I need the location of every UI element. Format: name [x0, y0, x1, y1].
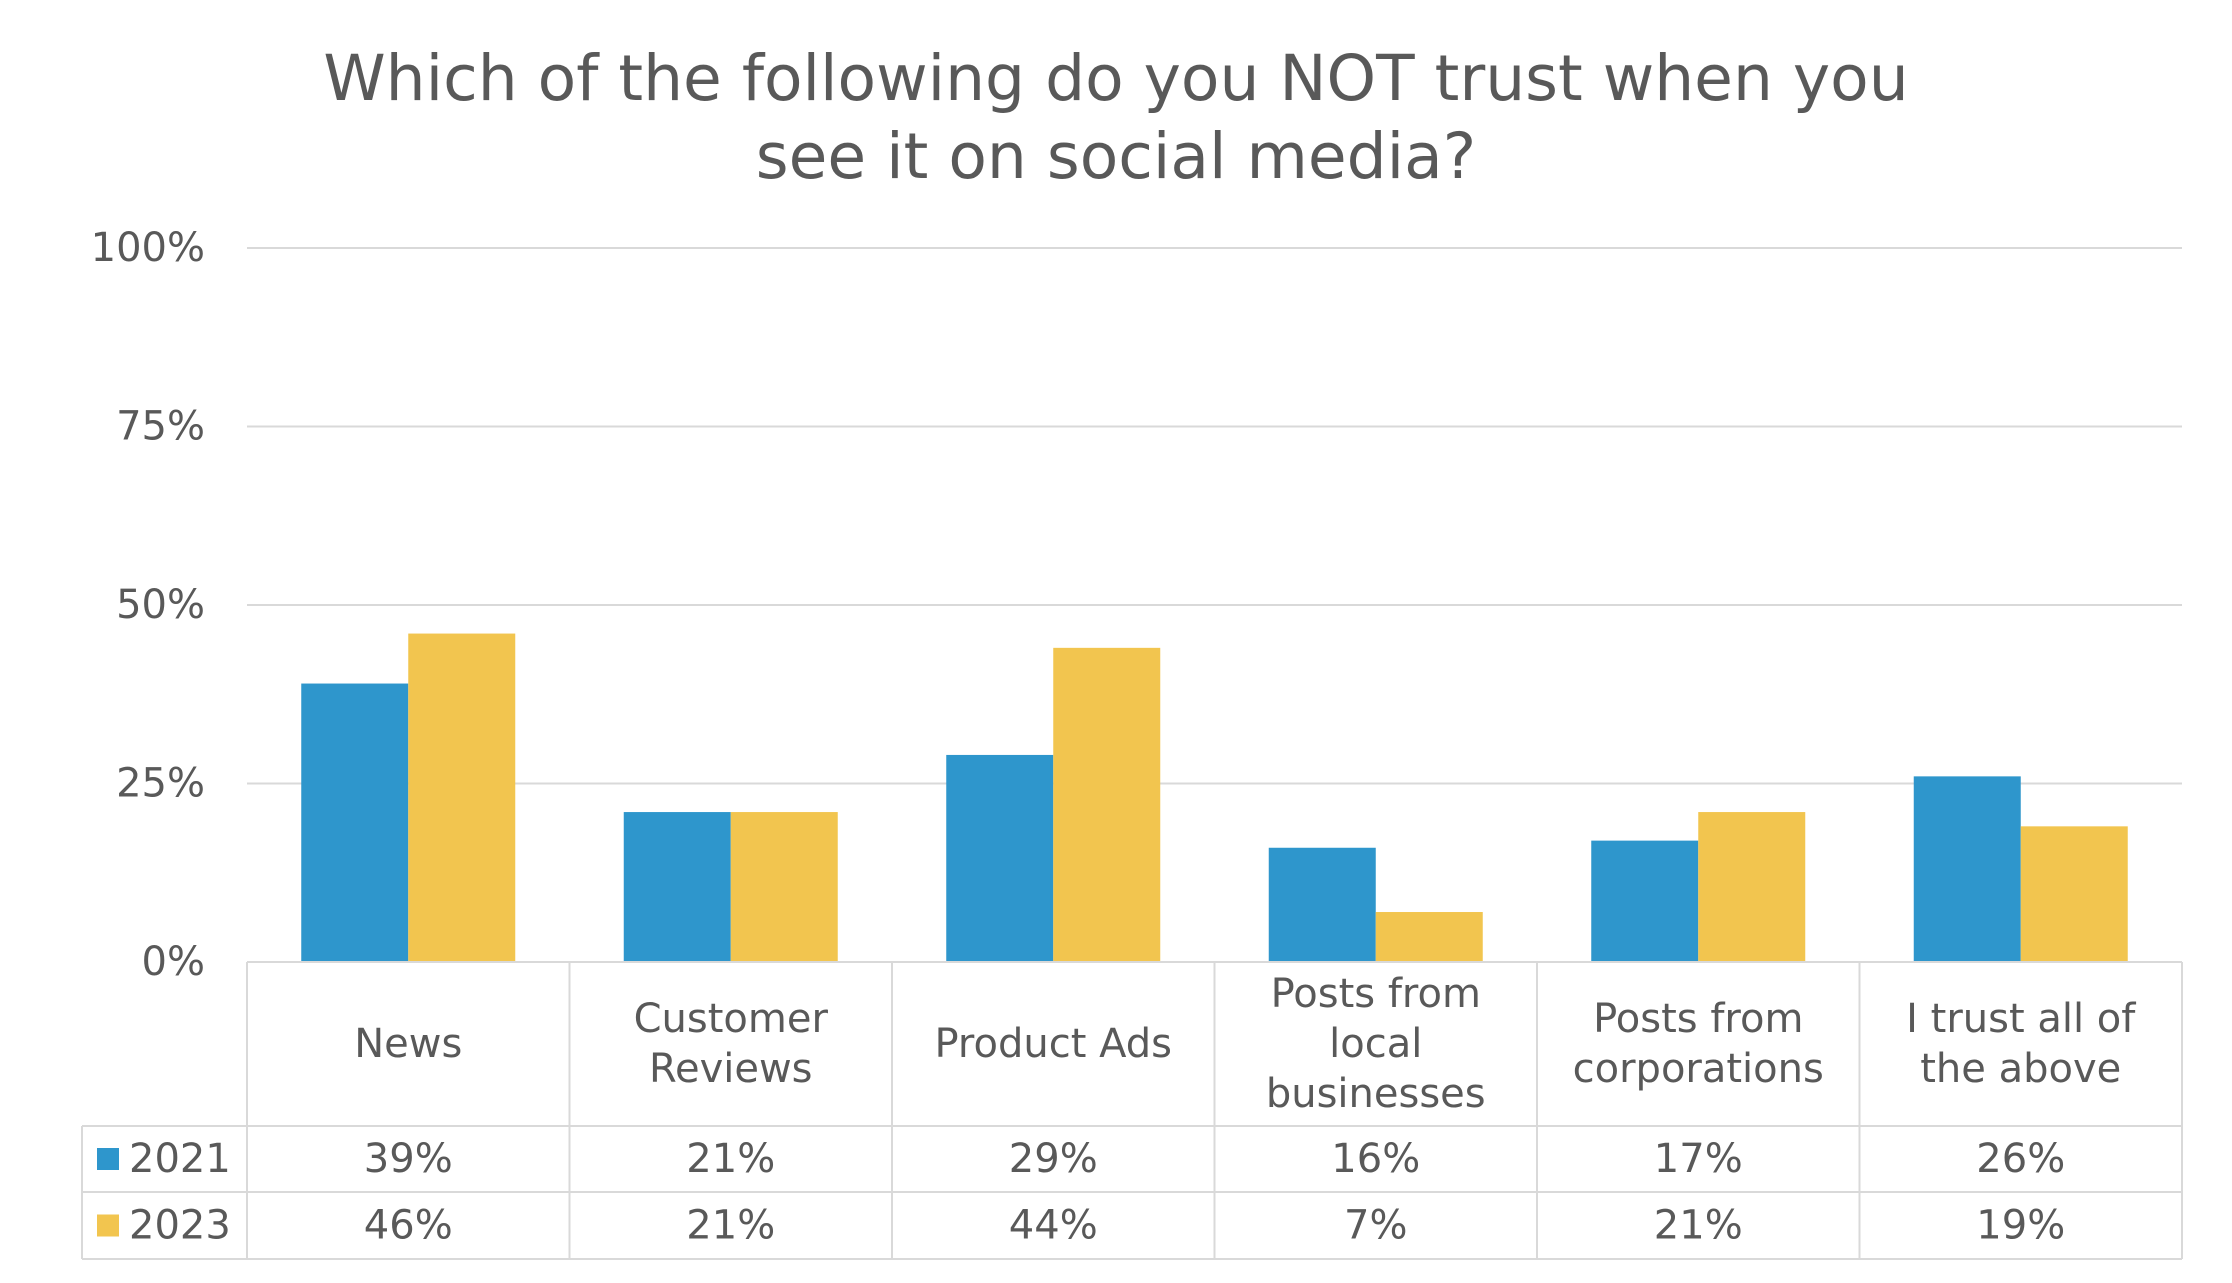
- category-label: businesses: [1266, 1071, 1486, 1117]
- legend-key-2021: [97, 1148, 119, 1170]
- data-label-2021: 29%: [1009, 1136, 1098, 1182]
- bar-2021-1: [623, 812, 731, 962]
- bar-2023-0: [408, 633, 516, 962]
- data-label-2021: 39%: [364, 1136, 453, 1182]
- category-label: I trust all of: [1906, 996, 2136, 1042]
- bar-2021-0: [301, 683, 409, 962]
- data-label-2023: 7%: [1344, 1203, 1407, 1249]
- bar-2021-3: [1268, 847, 1376, 962]
- y-tick-label: 100%: [91, 225, 205, 271]
- category-label: local: [1329, 1021, 1422, 1067]
- category-label: News: [354, 1021, 462, 1067]
- y-tick-label: 50%: [116, 582, 205, 628]
- category-label: Reviews: [649, 1046, 813, 1092]
- data-label-2023: 21%: [686, 1203, 775, 1249]
- bar-2023-5: [2020, 826, 2128, 962]
- data-label-2023: 21%: [1654, 1203, 1743, 1249]
- legend-key-2023: [97, 1214, 119, 1237]
- bar-2023-2: [1053, 647, 1161, 962]
- data-label-2021: 26%: [1976, 1136, 2065, 1182]
- category-label: corporations: [1573, 1046, 1824, 1092]
- bar-2021-4: [1591, 840, 1699, 962]
- bar-2023-3: [1375, 912, 1483, 962]
- bar-2021-2: [946, 754, 1054, 962]
- legend-label-2023: 2023: [129, 1203, 231, 1249]
- category-label: Posts from: [1593, 996, 1803, 1042]
- category-label: the above: [1920, 1046, 2121, 1092]
- y-tick-label: 75%: [116, 404, 205, 450]
- category-label: Posts from: [1271, 971, 1481, 1017]
- data-label-2021: 16%: [1331, 1136, 1420, 1182]
- legend-label-2021: 2021: [129, 1136, 231, 1182]
- bar-2023-4: [1698, 812, 1806, 962]
- category-label: Product Ads: [935, 1021, 1172, 1067]
- data-label-2023: 19%: [1976, 1203, 2065, 1249]
- data-label-2023: 44%: [1009, 1203, 1098, 1249]
- chart-title-line-2: see it on social media?: [755, 120, 1477, 193]
- y-tick-label: 25%: [116, 761, 205, 807]
- data-label-2021: 17%: [1654, 1136, 1743, 1182]
- y-tick-label: 0%: [142, 939, 205, 985]
- bar-2023-1: [730, 812, 838, 962]
- bar-2021-5: [1913, 776, 2021, 962]
- chart-title-line-1: Which of the following do you NOT trust …: [323, 42, 1909, 115]
- data-label-2023: 46%: [364, 1203, 453, 1249]
- data-label-2021: 21%: [686, 1136, 775, 1182]
- category-label: Customer: [634, 996, 829, 1042]
